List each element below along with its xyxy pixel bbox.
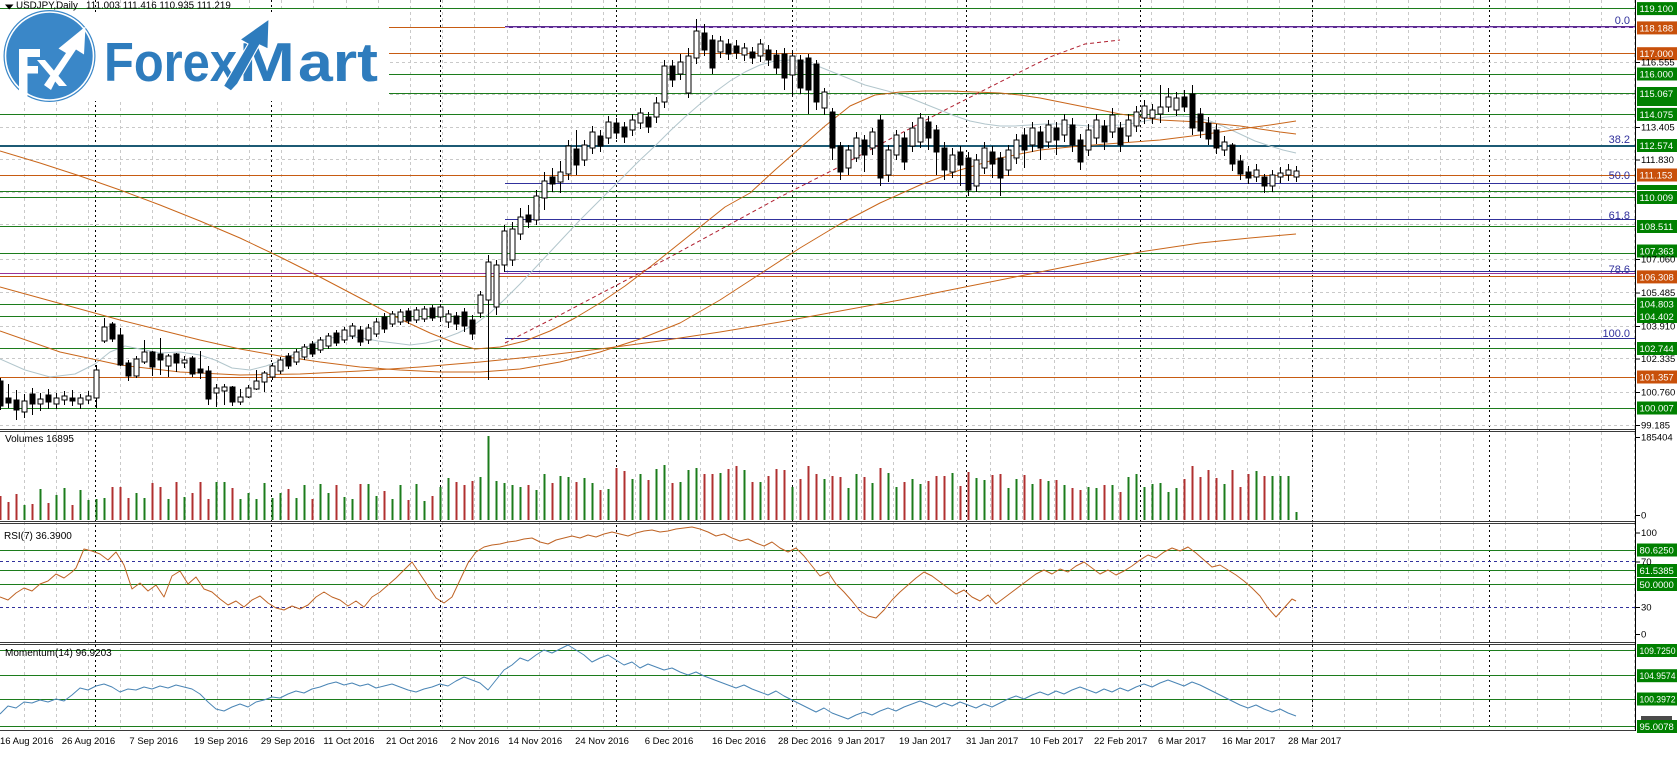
svg-text:104.803: 104.803 [1640,300,1674,311]
svg-text:11 Oct 2016: 11 Oct 2016 [323,736,374,747]
svg-text:16 Mar 2017: 16 Mar 2017 [1222,736,1275,747]
svg-text:185404: 185404 [1641,433,1673,444]
svg-text:28 Dec 2016: 28 Dec 2016 [778,736,832,747]
svg-text:80.6250: 80.6250 [1640,546,1674,557]
svg-text:7 Sep 2016: 7 Sep 2016 [129,736,178,747]
svg-text:0: 0 [1641,630,1646,641]
svg-text:109.7250: 109.7250 [1640,646,1676,657]
svg-text:114.075: 114.075 [1640,110,1674,121]
svg-text:119.100: 119.100 [1640,4,1674,15]
svg-text:70: 70 [1641,557,1652,568]
svg-text:78.6: 78.6 [1609,264,1630,276]
svg-text:104.402: 104.402 [1640,312,1674,323]
svg-text:Forex: Forex [104,31,237,93]
svg-text:117.000: 117.000 [1640,49,1674,60]
svg-text:6 Mar 2017: 6 Mar 2017 [1158,736,1206,747]
svg-text:USDJPY,Daily 111.003 111.416: USDJPY,Daily 111.003 111.416 110.935 111… [16,1,231,12]
svg-text:31 Jan 2017: 31 Jan 2017 [966,736,1018,747]
svg-text:116.555: 116.555 [1641,58,1675,69]
svg-text:61.8: 61.8 [1609,210,1630,222]
svg-text:29 Sep 2016: 29 Sep 2016 [261,736,315,747]
svg-text:16 Aug 2016: 16 Aug 2016 [0,736,53,747]
svg-text:26 Aug 2016: 26 Aug 2016 [62,736,115,747]
svg-text:101.357: 101.357 [1640,373,1674,384]
svg-text:19 Jan 2017: 19 Jan 2017 [899,736,951,747]
svg-text:50.0: 50.0 [1609,170,1630,182]
svg-text:100.0: 100.0 [1602,328,1630,340]
svg-text:22 Feb 2017: 22 Feb 2017 [1094,736,1147,747]
svg-text:104.9574: 104.9574 [1640,671,1676,682]
svg-text:105.485: 105.485 [1641,288,1675,299]
svg-text:107.060: 107.060 [1641,255,1675,266]
svg-text:116.000: 116.000 [1640,70,1674,81]
svg-text:19 Sep 2016: 19 Sep 2016 [194,736,248,747]
svg-text:30: 30 [1641,603,1652,614]
svg-text:107.363: 107.363 [1640,247,1674,258]
svg-text:115.067: 115.067 [1640,89,1674,100]
svg-text:9 Jan 2017: 9 Jan 2017 [838,736,885,747]
svg-text:14 Nov 2016: 14 Nov 2016 [508,736,562,747]
svg-text:102.744: 102.744 [1640,344,1674,355]
svg-text:106.308: 106.308 [1640,272,1674,283]
svg-text:RSI(7) 36.3900: RSI(7) 36.3900 [4,531,72,542]
svg-text:100.3972: 100.3972 [1640,695,1676,706]
svg-text:100.760: 100.760 [1641,388,1675,399]
svg-text:99.185: 99.185 [1641,421,1670,432]
svg-text:38.2: 38.2 [1609,134,1630,146]
svg-text:28 Mar 2017: 28 Mar 2017 [1288,736,1341,747]
svg-text:24 Nov 2016: 24 Nov 2016 [575,736,629,747]
svg-text:21 Oct 2016: 21 Oct 2016 [386,736,438,747]
svg-text:102.335: 102.335 [1641,354,1675,365]
svg-text:95.0078: 95.0078 [1640,722,1674,733]
svg-text:2 Nov 2016: 2 Nov 2016 [451,736,500,747]
svg-text:61.5385: 61.5385 [1640,566,1674,577]
svg-text:6 Dec 2016: 6 Dec 2016 [645,736,694,747]
svg-text:111.830: 111.830 [1641,155,1674,166]
svg-text:110.009: 110.009 [1640,193,1674,204]
svg-text:10 Feb 2017: 10 Feb 2017 [1030,736,1083,747]
svg-text:Volumes 16895: Volumes 16895 [5,434,74,445]
svg-text:art: art [298,31,378,93]
svg-text:113.405: 113.405 [1641,123,1675,134]
svg-text:100.007: 100.007 [1640,404,1674,415]
svg-text:0.0: 0.0 [1615,15,1630,27]
svg-text:50.0000: 50.0000 [1640,580,1674,591]
svg-text:Momentum(14) 96.9203: Momentum(14) 96.9203 [5,648,112,659]
svg-text:111.153: 111.153 [1640,171,1673,182]
svg-text:112.574: 112.574 [1640,141,1674,152]
svg-text:16 Dec 2016: 16 Dec 2016 [712,736,766,747]
svg-text:100: 100 [1641,528,1657,539]
svg-text:0: 0 [1641,511,1646,522]
svg-text:103.910: 103.910 [1641,322,1675,333]
svg-text:118.188: 118.188 [1640,23,1674,34]
svg-text:108.511: 108.511 [1640,222,1674,233]
